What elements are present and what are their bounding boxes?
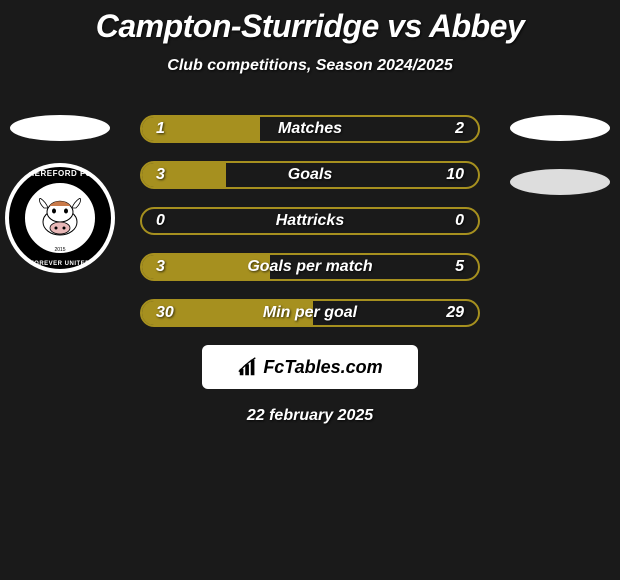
branding-badge: FcTables.com — [202, 345, 418, 389]
crest-year: 2015 — [5, 247, 115, 253]
stat-value-right: 5 — [455, 258, 478, 276]
stat-label: Min per goal — [142, 304, 478, 322]
left-side-column: HEREFORD FC 2015 FOREVER UNITED — [0, 115, 120, 273]
bull-icon — [34, 198, 86, 238]
right-side-column — [500, 115, 620, 223]
player-photo-placeholder-right-1 — [510, 115, 610, 141]
stat-bar: 1Matches2 — [140, 115, 480, 143]
stat-label: Goals — [142, 166, 478, 184]
stat-value-right: 2 — [455, 120, 478, 138]
crest-top-text: HEREFORD FC — [5, 169, 115, 178]
stat-label: Matches — [142, 120, 478, 138]
bar-chart-icon — [237, 356, 259, 378]
stats-bars: 1Matches2 3Goals10 0Hattricks0 3Goals per m… — [140, 115, 480, 327]
stat-value-right: 29 — [446, 304, 478, 322]
subtitle: Club competitions, Season 2024/2025 — [0, 57, 620, 75]
comparison-panel: HEREFORD FC 2015 FOREVER UNITED 1Matches… — [0, 115, 620, 425]
player-photo-placeholder-left — [10, 115, 110, 141]
page-title: Campton-Sturridge vs Abbey — [0, 0, 620, 45]
date-label: 22 february 2025 — [0, 407, 620, 425]
stat-label: Goals per match — [142, 258, 478, 276]
stat-bar: 3Goals per match5 — [140, 253, 480, 281]
stat-label: Hattricks — [142, 212, 478, 230]
stat-value-right: 10 — [446, 166, 478, 184]
stat-bar: 30Min per goal29 — [140, 299, 480, 327]
club-crest-left: HEREFORD FC 2015 FOREVER UNITED — [5, 163, 115, 273]
crest-bottom-text: FOREVER UNITED — [5, 261, 115, 267]
branding-text: FcTables.com — [263, 357, 382, 378]
player-photo-placeholder-right-2 — [510, 169, 610, 195]
stat-bar: 0Hattricks0 — [140, 207, 480, 235]
stat-bar: 3Goals10 — [140, 161, 480, 189]
stat-value-right: 0 — [455, 212, 478, 230]
